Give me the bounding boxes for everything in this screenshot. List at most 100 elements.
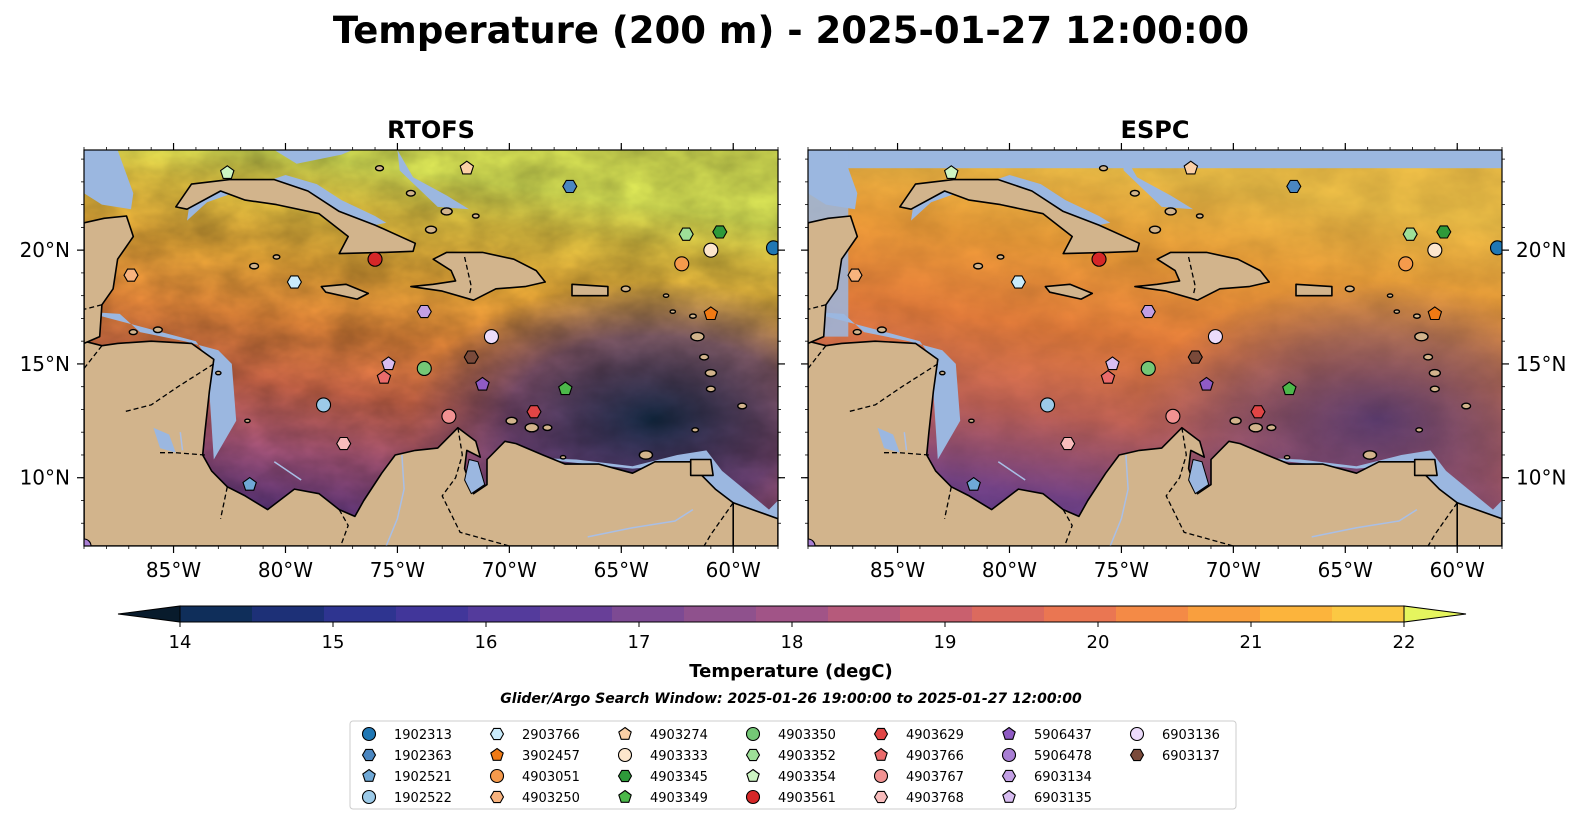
- legend-label: 4903051: [522, 770, 580, 785]
- lon-tick-label: 65°W: [1318, 558, 1373, 582]
- legend-item: 6903134: [1001, 769, 1092, 785]
- legend-label: 1902522: [394, 791, 452, 806]
- country-border: [84, 304, 103, 310]
- legend-label: 4903349: [650, 791, 708, 806]
- legend-label: 1902521: [394, 770, 452, 785]
- panel-title: RTOFS: [387, 116, 475, 144]
- platform-marker-4903051: [1398, 256, 1414, 272]
- country-border: [808, 345, 827, 369]
- shallow-shelf: [397, 150, 470, 210]
- colorbar-segment: [252, 606, 325, 622]
- platform-marker-1902521: [242, 476, 257, 491]
- lake-nicaragua: [877, 427, 900, 453]
- lon-tick-label: 70°W: [482, 558, 537, 582]
- legend-item: 1902363: [361, 748, 452, 764]
- land-cuba: [898, 178, 1141, 255]
- legend-marker: [873, 727, 889, 741]
- island: [1412, 313, 1421, 319]
- platform-marker-4903350: [416, 360, 432, 377]
- platform-marker-4903629: [1250, 405, 1266, 419]
- platform-marker-4903274: [1183, 160, 1199, 175]
- platform-marker-5906437: [475, 376, 490, 391]
- island: [1428, 368, 1442, 378]
- legend-label: 1902313: [394, 728, 452, 743]
- platform-marker-4903766: [1100, 369, 1116, 384]
- legend-item: 3902457: [490, 747, 580, 764]
- legend-item: 4903766: [874, 747, 964, 764]
- country-border: [219, 486, 228, 519]
- colorbar-segment: [1260, 606, 1333, 622]
- legend-label: 4903561: [778, 791, 836, 806]
- island: [128, 328, 138, 336]
- country-border: [1165, 427, 1234, 546]
- legend-label: 4903345: [650, 770, 708, 785]
- legend-marker: [489, 790, 505, 804]
- legend-label: 6903136: [1162, 728, 1220, 743]
- island: [1266, 424, 1277, 432]
- island: [690, 331, 705, 342]
- land-puertoRico: [1295, 283, 1333, 297]
- platform-marker-1902363: [562, 179, 578, 194]
- lon-tick-label: 85°W: [870, 558, 925, 582]
- platform-marker-4903250: [123, 268, 139, 282]
- legend-label: 2903766: [522, 728, 580, 743]
- island: [542, 424, 553, 432]
- island: [704, 368, 718, 378]
- figure-title: Temperature (200 m) - 2025-01-27 12:00:0…: [333, 9, 1249, 52]
- land-hispaniola: [1134, 251, 1270, 302]
- island: [374, 164, 385, 172]
- land-trinidad: [1413, 458, 1438, 477]
- country-border: [463, 256, 472, 296]
- island: [1248, 422, 1264, 433]
- legend-item: 5906478: [1001, 747, 1092, 764]
- legend-marker: [617, 747, 633, 763]
- legend-item: 1902522: [361, 789, 452, 806]
- island: [440, 207, 453, 216]
- legend-item: 2903766: [489, 727, 580, 743]
- platform-marker-5906478: [84, 538, 92, 546]
- colorbar-segment: [180, 606, 253, 622]
- colorbar: 14 15 16 17 18 19 20 21 22 Temperature (degC): [117, 605, 1467, 682]
- legend-marker: [617, 769, 633, 783]
- platform-marker-4903345: [712, 225, 728, 239]
- country-border: [703, 502, 734, 546]
- land-jamaica: [1044, 283, 1094, 300]
- legend-item: 4903345: [617, 769, 708, 785]
- platform-marker-4903561: [1091, 251, 1107, 267]
- platform-marker-4903250: [847, 268, 863, 282]
- island: [471, 213, 480, 219]
- platform-marker-4903333: [1427, 242, 1443, 258]
- land-puertoRico: [571, 283, 609, 297]
- colorbar-tick-label: 16: [475, 632, 498, 653]
- island: [272, 254, 281, 260]
- island: [968, 418, 975, 424]
- map-frame: [83, 149, 779, 547]
- platform-marker-4903766: [376, 369, 392, 384]
- shallow-shelf: [808, 311, 961, 460]
- lon-tick-label: 60°W: [1430, 558, 1485, 582]
- legend-marker: [618, 726, 632, 740]
- platform-marker-1902522: [1039, 397, 1056, 413]
- island: [559, 454, 567, 460]
- country-border: [848, 363, 939, 413]
- legend-marker: [489, 768, 505, 784]
- platform-marker-6903135: [1105, 356, 1120, 371]
- island: [1423, 353, 1434, 361]
- colorbar-tick-label: 18: [781, 632, 804, 653]
- legend-item: 4903352: [745, 748, 836, 764]
- island: [405, 189, 416, 197]
- land-hispaniola: [410, 251, 547, 302]
- platform-marker-6903134: [416, 304, 432, 319]
- colorbar-segment: [468, 606, 541, 622]
- shallow-shelf: [274, 150, 353, 164]
- colorbar-segment: [324, 606, 397, 622]
- legend-item: 4903333: [617, 747, 708, 764]
- island: [996, 254, 1005, 260]
- island: [152, 326, 163, 334]
- island: [244, 418, 251, 424]
- island: [1362, 450, 1378, 460]
- legend-item: 4903349: [618, 789, 708, 806]
- island: [669, 309, 677, 314]
- island: [1393, 309, 1401, 314]
- lon-tick-label: 60°W: [706, 558, 761, 582]
